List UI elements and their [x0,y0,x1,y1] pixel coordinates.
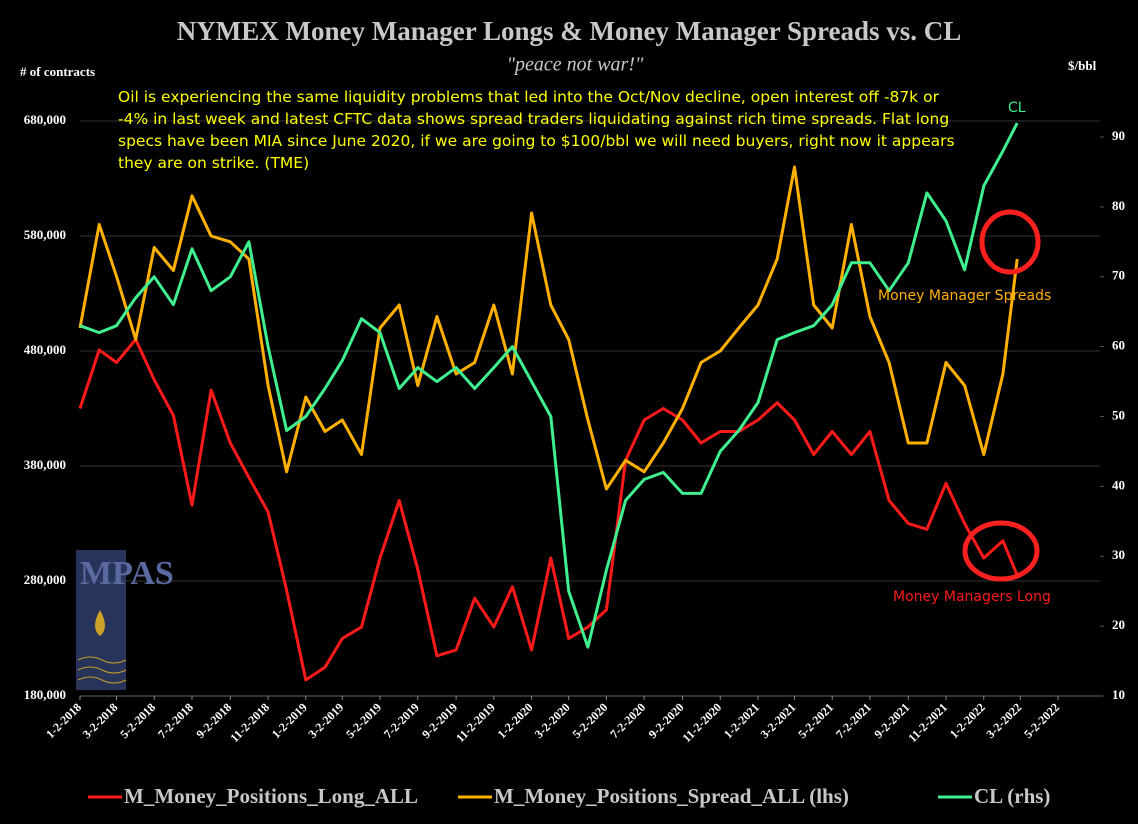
series-line [79,122,1019,649]
series-label: Money Managers Long [893,589,1051,605]
x-tick-label: 1-2-2022 [947,700,988,741]
x-tick-label: 7-2-2021 [833,700,874,741]
logo-drop [95,610,105,636]
y2-tick-label: 10 [1112,687,1125,702]
x-tick-label: 7-2-2018 [155,700,196,741]
y2-tick-label: 60 [1112,338,1125,353]
x-tick-label: 3-2-2021 [758,700,799,741]
y-tick-label: 280,000 [24,572,66,587]
y-tick-label: 480,000 [24,342,66,357]
x-tick-label: 3-2-2019 [305,700,346,741]
highlight-circle [962,520,1040,582]
y-tick-label: 580,000 [24,227,66,242]
y2-tick-label: 90 [1112,128,1125,143]
y2-tick-label: 30 [1112,547,1125,562]
series-line [78,165,1019,491]
y2-axis-label: $/bbl [1068,58,1097,73]
series-label: Money Manager Spreads [878,288,1051,304]
y2-tick-label: 70 [1112,268,1125,283]
y-tick-label: 180,000 [24,687,66,702]
x-tick-label: 7-2-2019 [381,700,422,741]
y-axis-label: # of contracts [20,64,95,79]
x-tick-label: 11-2-2020 [680,700,725,745]
x-tick-label: 11-2-2018 [227,700,272,745]
x-tick-label: 5-2-2020 [569,700,610,741]
y-tick-label: 380,000 [24,457,66,472]
x-tick-label: 3-2-2018 [80,700,121,741]
x-tick-label: 11-2-2019 [453,700,498,745]
chart-subtitle: "peace not war!" [507,54,644,76]
legend-label: CL (rhs) [974,784,1050,808]
y2-tick-label: 50 [1112,407,1125,422]
plot: 180,000 280,000 380,000 480,000 580,000 680,0… [24,112,1125,808]
annotation: Oil is experiencing the same liquidity p… [118,88,955,172]
x-tick-label: 11-2-2021 [905,700,950,745]
legend-label: M_Money_Positions_Long_ALL [124,784,418,808]
y2-tick-label: 80 [1112,198,1125,213]
y-tick-label: 680,000 [24,112,66,127]
x-tick-label: 1-2-2021 [721,700,762,741]
x-tick-label: 1-2-2020 [495,700,536,741]
x-tick-label: 3-2-2020 [532,700,573,741]
legend: M_Money_Positions_Long_ALL M_Money_Positi… [88,784,1050,808]
logo-text: MPAS [80,555,174,592]
series-line [78,338,1019,682]
x-tick-label: 1-2-2019 [269,700,310,741]
x-tick-label: 7-2-2020 [607,700,648,741]
logo: MPAS [76,550,174,690]
x-tick-label: 3-2-2022 [983,700,1024,741]
x-tick-label: 1-2-2018 [43,700,84,741]
chart-title: NYMEX Money Manager Longs & Money Manage… [177,16,962,46]
y2-tick-label: 20 [1112,617,1125,632]
x-tick-label: 5-2-2019 [343,700,384,741]
x-tick-label: 5-2-2022 [1021,700,1062,741]
logo-waves [77,656,127,684]
x-tick-label: 5-2-2021 [795,700,836,741]
series-label: CL [1008,100,1026,116]
y2-tick-label: 40 [1112,477,1125,492]
legend-label: M_Money_Positions_Spread_ALL (lhs) [494,784,849,808]
highlight-circle [979,209,1041,275]
x-tick-label: 5-2-2018 [117,700,158,741]
